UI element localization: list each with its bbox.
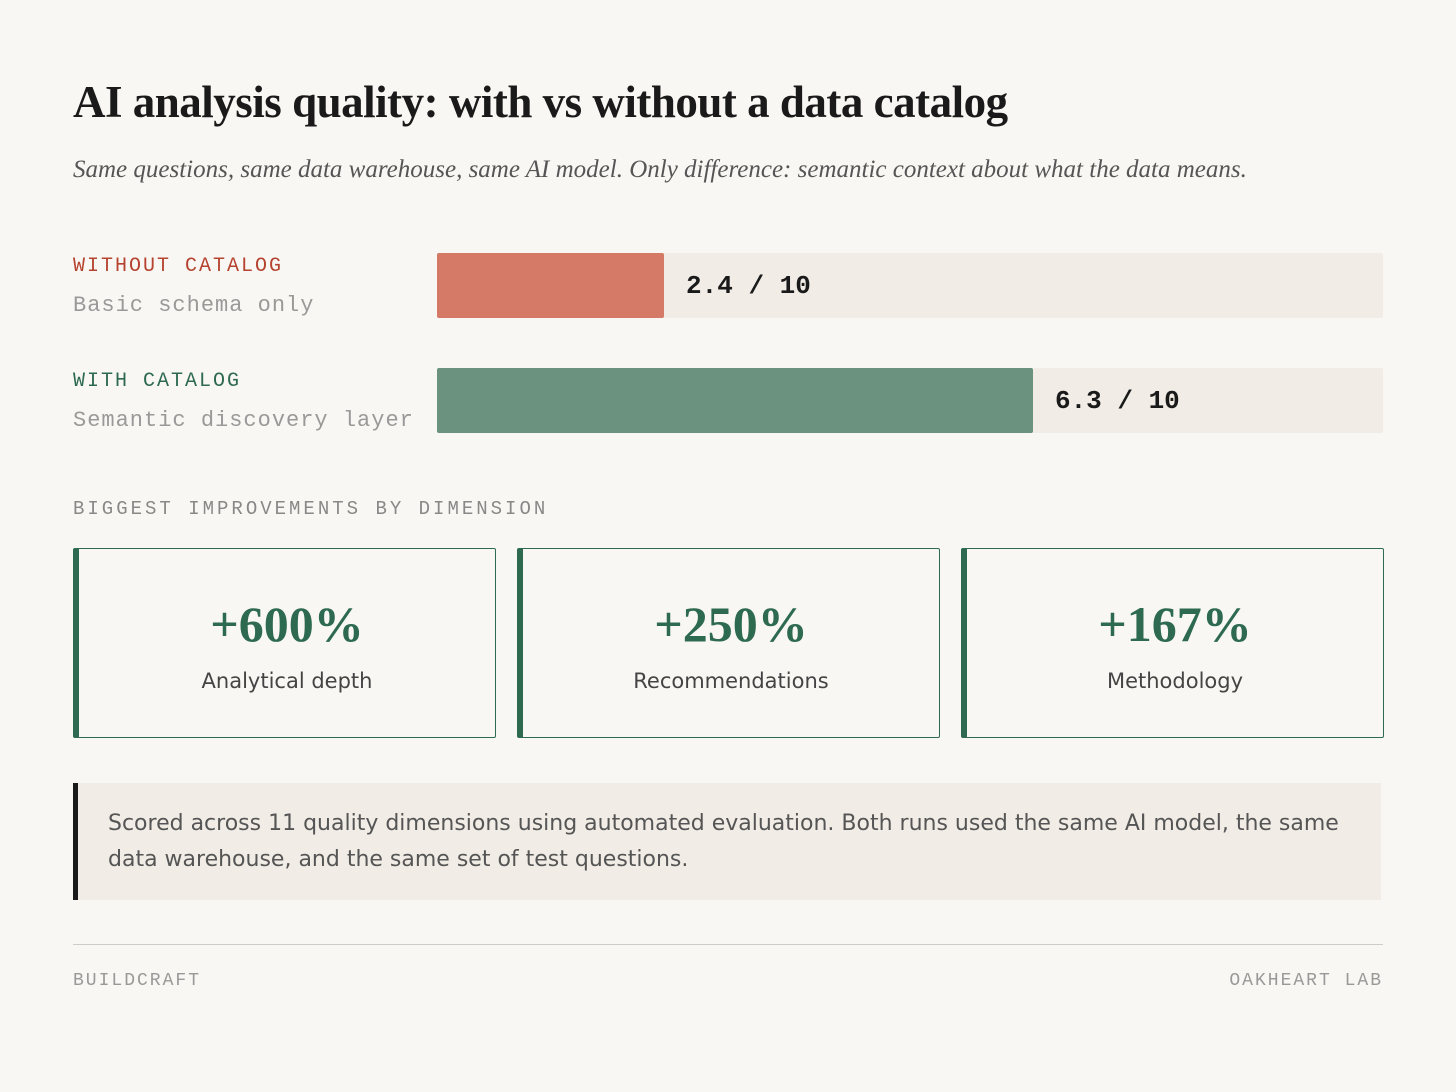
card: +250% Recommendations (517, 548, 940, 738)
category-label: WITH CATALOG (73, 370, 242, 393)
value-label: 2.4 / 10 (686, 271, 811, 301)
card-value: +250% (654, 596, 808, 652)
card-label: Analytical depth (201, 669, 373, 693)
note: Scored across 11 quality dimensions usin… (73, 783, 1381, 900)
value-label: 6.3 / 10 (1054, 386, 1180, 416)
title: AI analysis quality: with vs without a d… (73, 77, 1008, 127)
card-value: +600% (210, 596, 364, 652)
card: +167% Methodology (961, 548, 1384, 738)
category-label: WITHOUT CATALOG (73, 255, 284, 278)
category-description: Semantic discovery layer (73, 408, 414, 433)
category-description: Basic schema only (73, 293, 315, 318)
card-value: +167% (1098, 596, 1252, 652)
card-label: Methodology (1106, 669, 1244, 693)
footer-left: BUILDCRAFT (73, 971, 202, 991)
card: +600% Analytical depth (73, 548, 496, 738)
footer-right: OAKHEART LAB (1229, 971, 1383, 991)
card-label: Recommendations (633, 669, 829, 693)
section-heading: BIGGEST IMPROVEMENTS BY DIMENSION (73, 498, 549, 520)
divider (73, 944, 1383, 945)
note-text: Scored across 11 quality dimensions usin… (108, 810, 1339, 872)
bar (437, 253, 665, 318)
bar (437, 368, 1033, 433)
subtitle: Same questions, same data warehouse, sam… (73, 156, 1247, 183)
